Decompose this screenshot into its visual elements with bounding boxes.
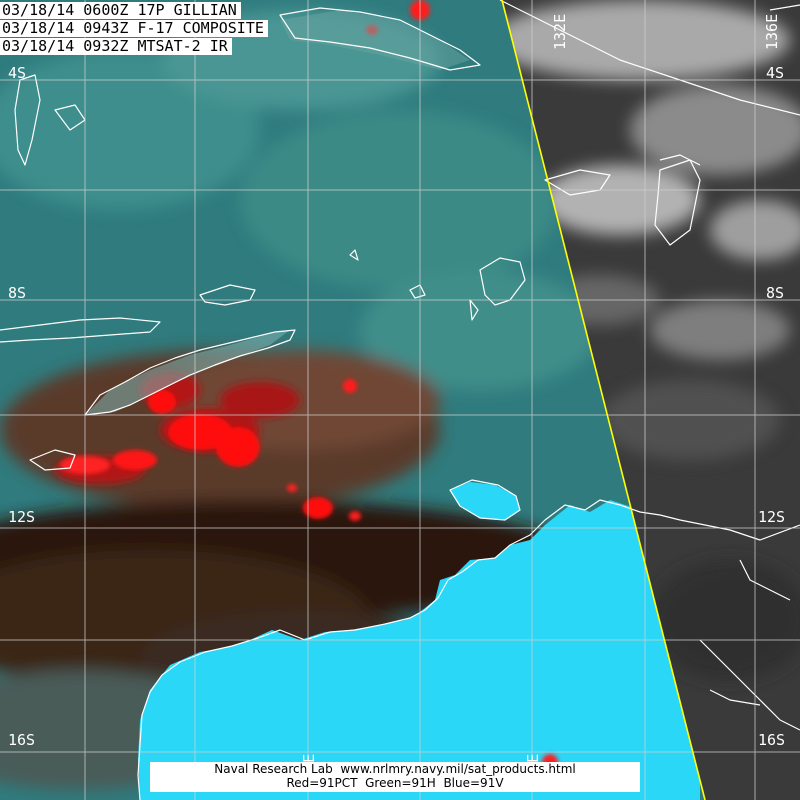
header-line-1: 03/18/14 0600Z 17P GILLIAN xyxy=(0,2,241,19)
lat-label: 12S xyxy=(758,508,786,526)
header-line-2: 03/18/14 0943Z F-17 COMPOSITE xyxy=(0,20,268,37)
lat-label: 4S xyxy=(8,64,27,82)
lon-label: 136E xyxy=(763,13,781,50)
lat-label: 12S xyxy=(8,508,36,526)
lat-label: 8S xyxy=(8,284,27,302)
channel-legend: Red=91PCT Green=91H Blue=91V xyxy=(286,776,504,790)
header-line-3: 03/18/14 0932Z MTSAT-2 IR xyxy=(0,38,232,55)
lon-label: 132E xyxy=(551,13,569,50)
lat-label: 4S xyxy=(766,64,785,82)
lat-label: 8S xyxy=(766,284,785,302)
credit-footer: Naval Research Lab www.nrlmry.navy.mil/s… xyxy=(150,762,640,792)
lat-label: 16S xyxy=(758,731,786,749)
credit-text: Naval Research Lab www.nrlmry.navy.mil/s… xyxy=(214,762,576,776)
lat-label: 16S xyxy=(8,731,36,749)
swath-edge-line xyxy=(501,0,706,800)
